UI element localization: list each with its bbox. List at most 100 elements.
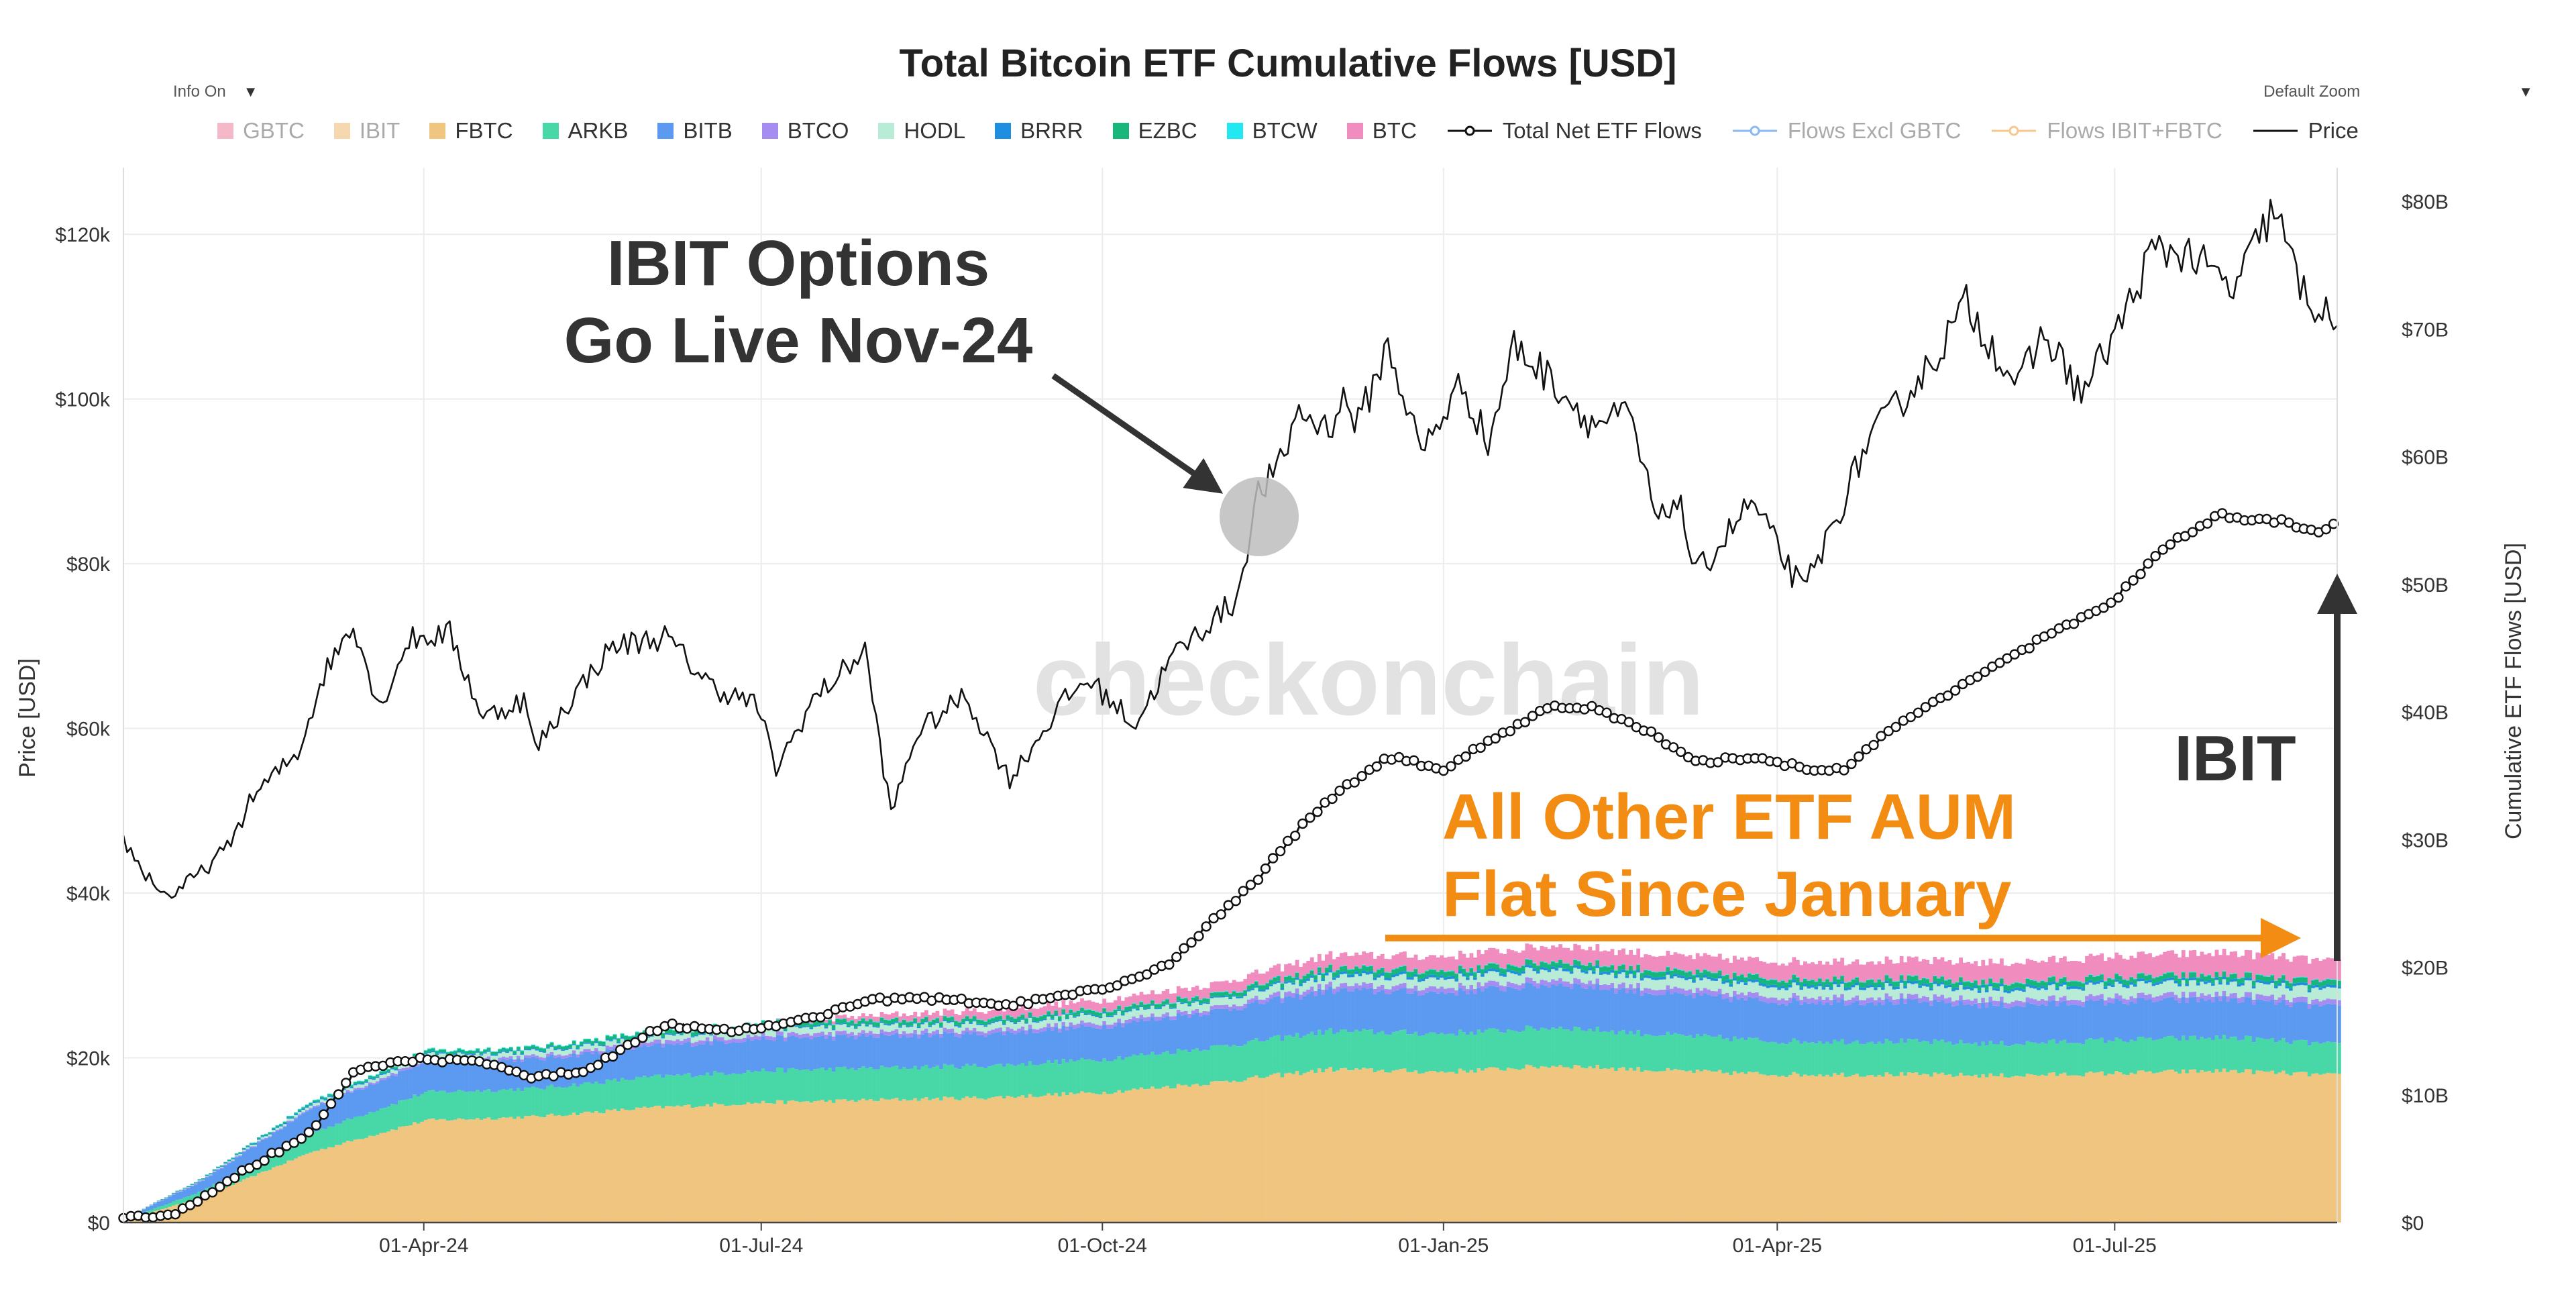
stack-bar-bitb <box>1510 988 1515 1031</box>
legend-item-btc[interactable]: BTC <box>1346 118 1417 144</box>
stack-bar-btco <box>398 1068 402 1072</box>
stack-bar-hodl <box>1391 977 1396 986</box>
stack-bar-ezbc <box>312 1100 317 1102</box>
legend-item-brrr[interactable]: BRRR <box>995 118 1083 144</box>
stack-bar-fbtc <box>583 1111 588 1223</box>
stack-bar-arkb <box>1866 1042 1870 1076</box>
stack-bar-btcw <box>1640 972 1644 974</box>
stack-bar-brrr <box>1069 1013 1073 1015</box>
stack-bar-btco <box>2207 994 2212 1000</box>
stack-bar-ezbc <box>1599 967 1603 973</box>
legend-item-flows-excl-gbtc[interactable]: Flows Excl GBTC <box>1731 118 1961 144</box>
legend-item-btcw[interactable]: BTCW <box>1226 118 1318 144</box>
stack-bar-btco <box>1250 998 1255 1003</box>
stack-bar-hodl <box>342 1090 346 1093</box>
stack-bar-brrr <box>1666 972 1670 975</box>
stack-bar-brrr <box>1962 987 1967 990</box>
legend-item-arkb[interactable]: ARKB <box>542 118 628 144</box>
legend-item-total-net-etf-flows[interactable]: Total Net ETF Flows <box>1446 118 1702 144</box>
stack-bar-arkb <box>1087 1059 1091 1093</box>
stack-bar-hodl <box>1925 986 1930 997</box>
stack-bar-hodl <box>2144 983 2149 995</box>
legend-item-price[interactable]: Price <box>2252 118 2359 144</box>
stack-bar-hodl <box>1354 974 1358 984</box>
stack-bar-brrr <box>1250 988 1255 990</box>
stack-bar-bitb <box>2200 998 2204 1037</box>
stack-bar-bitb <box>472 1061 476 1092</box>
stack-bar-btcw <box>928 1021 932 1023</box>
stack-bar-btc <box>894 1011 899 1017</box>
stack-bar-bitb <box>750 1040 754 1073</box>
stack-bar-fbtc <box>472 1119 476 1223</box>
stack-bar-bitb <box>1173 1019 1177 1054</box>
stack-bar-fbtc <box>1974 1074 1978 1223</box>
legend-item-hodl[interactable]: HODL <box>878 118 965 144</box>
stack-bar-hodl <box>372 1080 376 1084</box>
stack-bar-ezbc <box>1914 976 1919 981</box>
stack-bar-bitb <box>698 1044 702 1076</box>
legend-item-gbtc[interactable]: GBTC <box>217 118 305 144</box>
stack-bar-hodl <box>1525 967 1529 978</box>
stack-bar-ezbc <box>1621 964 1625 970</box>
legend-item-bitb[interactable]: BITB <box>657 118 733 144</box>
stack-bar-btco <box>891 1031 896 1035</box>
stack-bar-btcw <box>1265 982 1270 984</box>
stack-bar-btco <box>301 1112 306 1114</box>
stack-bar-btc <box>1214 981 1218 992</box>
stack-bar-arkb <box>494 1092 498 1120</box>
stack-bar-brrr <box>2192 977 2197 980</box>
stack-bar-hodl <box>1621 972 1625 983</box>
stack-bar-btco <box>386 1076 391 1079</box>
stack-bar-arkb <box>1977 1045 1982 1078</box>
stack-bar-fbtc <box>282 1163 287 1223</box>
stack-bar-bitb <box>1654 995 1659 1037</box>
stack-bar-bitb <box>1670 994 1674 1035</box>
stack-bar-arkb <box>1870 1041 1874 1076</box>
stack-bar-btc <box>1143 994 1147 1004</box>
stack-bar-arkb <box>1621 1030 1625 1068</box>
stack-bar-btco <box>816 1033 821 1037</box>
stack-bar-fbtc <box>238 1182 243 1223</box>
stack-bar-btco <box>1843 1000 1848 1006</box>
stack-bar-fbtc <box>1113 1092 1118 1223</box>
legend-item-flows-ibit-fbtc[interactable]: Flows IBIT+FBTC <box>1990 118 2222 144</box>
stack-bar-brrr <box>1569 971 1574 974</box>
stack-bar-hodl <box>1851 987 1856 998</box>
stack-bar-btco <box>1481 986 1485 992</box>
legend-item-ibit[interactable]: IBIT <box>333 118 400 144</box>
stack-bar-bitb <box>197 1182 202 1192</box>
stack-bar-bitb <box>1599 990 1603 1033</box>
stack-bar-btc <box>1966 962 1971 981</box>
stack-bar-fbtc <box>969 1098 973 1223</box>
stack-bar-hodl <box>1377 977 1381 987</box>
legend-item-ezbc[interactable]: EZBC <box>1112 118 1197 144</box>
stack-bar-btco <box>2125 999 2130 1005</box>
info-toggle-dropdown[interactable]: Info On ▼ <box>173 75 258 109</box>
stack-bar-btcw <box>1710 972 1715 974</box>
stack-bar-btc <box>1369 951 1374 966</box>
stack-bar-ezbc <box>234 1153 239 1155</box>
stack-bar-arkb <box>2096 1039 2100 1073</box>
stack-bar-hodl <box>1080 1013 1084 1021</box>
stack-bar-ezbc <box>586 1039 591 1043</box>
legend-item-btco[interactable]: BTCO <box>761 118 849 144</box>
stack-bar-ezbc <box>1428 970 1433 975</box>
stack-bar-fbtc <box>1780 1076 1785 1223</box>
stack-bar-hodl <box>943 1021 947 1028</box>
legend-item-fbtc[interactable]: FBTC <box>429 118 513 144</box>
stack-bar-btc <box>1180 988 1185 998</box>
stack-bar-btcw <box>350 1084 354 1086</box>
stack-bar-brrr <box>1662 976 1666 980</box>
stack-bar-ezbc <box>932 1019 936 1024</box>
stack-bar-arkb <box>687 1073 692 1105</box>
stack-bar-bitb <box>227 1163 231 1177</box>
stack-bar-bitb <box>620 1047 625 1078</box>
stack-bar-bitb <box>1580 988 1585 1031</box>
zoom-dropdown[interactable]: Default Zoom ▼ <box>2263 75 2533 109</box>
stack-bar-btco <box>1443 988 1448 994</box>
stack-bar-hodl <box>743 1031 747 1038</box>
stack-bar-fbtc <box>657 1105 661 1223</box>
stack-bar-arkb <box>1614 1034 1618 1071</box>
stack-bar-bitb <box>1447 992 1452 1034</box>
stack-bar-brrr <box>2178 984 2182 987</box>
